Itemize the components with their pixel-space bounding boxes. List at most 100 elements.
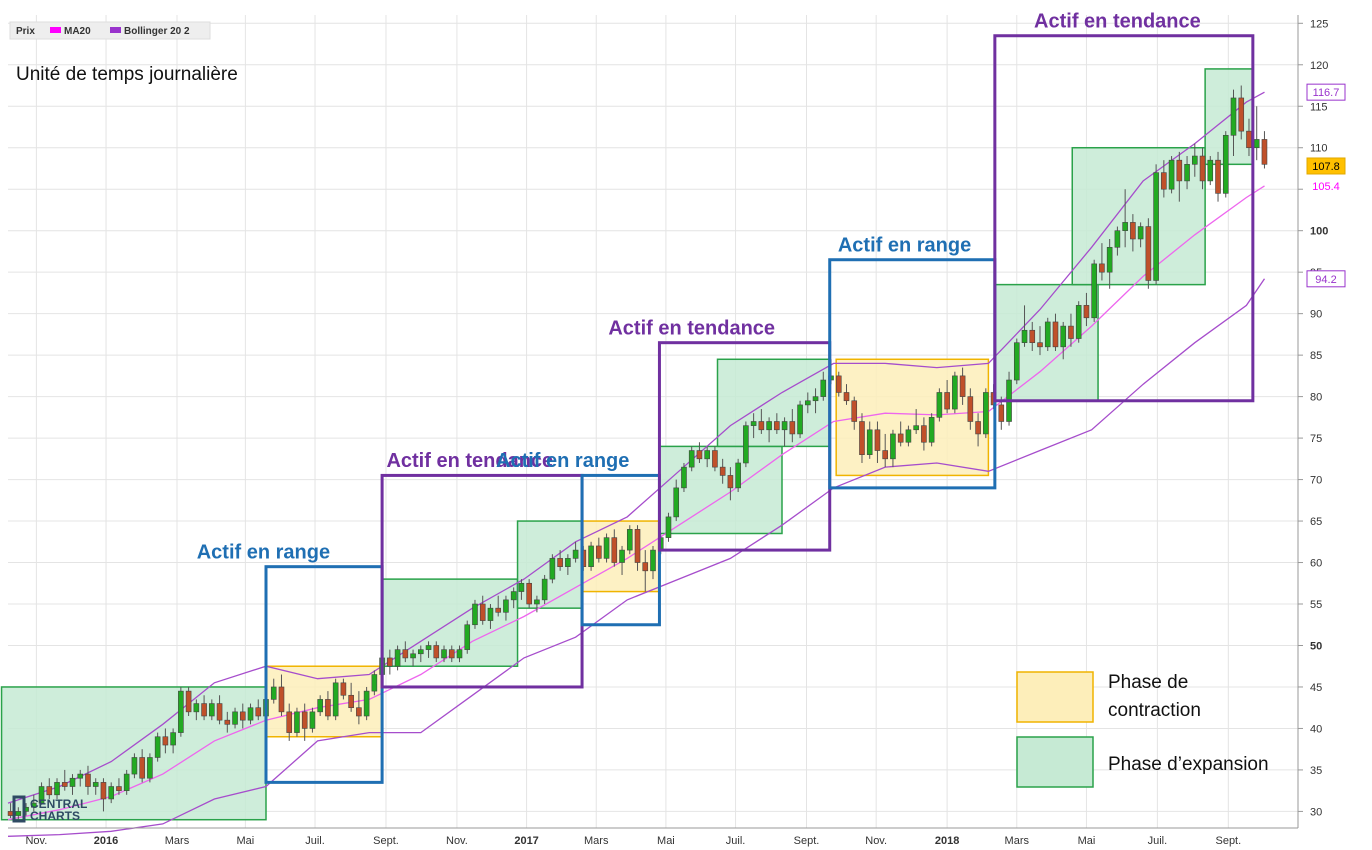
legend-swatch: [110, 27, 121, 33]
candle-body: [704, 450, 710, 460]
y-tick-label: 75: [1310, 433, 1322, 445]
candle: [340, 678, 347, 700]
top-legend: Prix MA20 Bollinger 20 2: [9, 21, 211, 40]
y-tick-label: 85: [1310, 350, 1322, 362]
candle: [356, 691, 362, 725]
candle-body: [162, 736, 169, 746]
y-tick-label: 50: [1310, 640, 1322, 652]
candle-body: [201, 703, 207, 717]
candle-body: [1192, 155, 1198, 165]
candle: [944, 380, 950, 414]
candle-body: [650, 549, 656, 572]
candle: [1037, 326, 1043, 356]
candle: [1145, 218, 1152, 289]
candle-body: [46, 786, 53, 796]
candle-body: [959, 375, 966, 397]
candle: [1192, 143, 1198, 177]
y-tick-label: 115: [1310, 101, 1328, 113]
candle: [255, 699, 262, 721]
candle-body: [1060, 325, 1067, 348]
candle: [1029, 321, 1036, 351]
candle-body: [1145, 226, 1152, 281]
candle: [619, 545, 625, 575]
candle: [1106, 238, 1113, 289]
candle: [843, 384, 850, 405]
candle-body: [983, 392, 989, 435]
candle: [30, 794, 37, 812]
candle-body: [712, 450, 718, 468]
candle: [15, 807, 22, 820]
candle-body: [890, 433, 896, 460]
candle: [572, 541, 579, 563]
candle-body: [518, 582, 525, 592]
candle: [1161, 160, 1167, 198]
candle-body: [100, 782, 107, 800]
candle: [534, 595, 540, 613]
candle: [61, 769, 68, 791]
candle-body: [309, 711, 316, 729]
candle: [193, 699, 200, 721]
candle: [317, 695, 323, 717]
candle-body: [634, 529, 641, 563]
candle-body: [61, 782, 68, 787]
candle: [510, 587, 517, 609]
candle-body: [456, 649, 463, 659]
candle-body: [897, 433, 904, 443]
candle: [913, 409, 919, 434]
candle: [69, 774, 76, 795]
y-tick-label: 45: [1310, 682, 1322, 694]
candle: [123, 769, 130, 795]
candle-body: [479, 603, 486, 621]
x-tick-label: Juil.: [305, 835, 325, 847]
candle: [1021, 305, 1028, 347]
candle: [116, 778, 122, 795]
candle-body: [317, 699, 323, 713]
candle-body: [534, 599, 540, 605]
candle: [1222, 131, 1229, 198]
logo-text: CHARTS: [30, 809, 80, 823]
candle: [851, 396, 858, 430]
legend-label: MA20: [64, 26, 91, 37]
candle-body: [526, 582, 532, 605]
bollinger-lower-line: [7, 278, 1266, 837]
candle: [1253, 106, 1260, 161]
candle: [959, 367, 966, 405]
candle: [603, 533, 610, 563]
candle-body: [239, 711, 246, 721]
candle-body: [541, 578, 548, 601]
candle-body: [348, 694, 354, 709]
candle-body: [727, 475, 734, 489]
candle: [688, 446, 695, 472]
legend-swatch: [50, 27, 61, 33]
candle: [921, 417, 927, 451]
candle: [348, 682, 354, 712]
candle-body: [1137, 226, 1144, 240]
candle-body: [185, 690, 192, 713]
candle-body: [394, 649, 401, 667]
candle: [758, 409, 765, 434]
candle-body: [596, 545, 602, 559]
candle-body: [1091, 263, 1097, 319]
candle: [433, 641, 440, 663]
candle: [797, 400, 803, 439]
candle-body: [1161, 172, 1167, 190]
candle-body: [758, 421, 765, 431]
candle-body: [417, 649, 424, 655]
legend-label: Prix: [16, 26, 35, 37]
y-tick-label: 35: [1310, 765, 1322, 777]
candle-body: [781, 421, 788, 431]
candle: [363, 686, 370, 721]
candle: [170, 728, 176, 754]
candle: [897, 421, 904, 447]
candle-body: [170, 732, 176, 746]
legend-label: Bollinger 20 2: [124, 26, 190, 37]
candle-body: [944, 392, 950, 410]
candle: [565, 554, 571, 575]
x-tick-label: Nov.: [446, 835, 468, 847]
candle: [1184, 156, 1190, 190]
ma20-line: [7, 185, 1265, 821]
candle-body: [719, 466, 726, 476]
candle: [201, 695, 207, 721]
x-tick-label: Mai: [1078, 835, 1096, 847]
last-value-labels: 116.7 107.8 105.4 94.2: [1306, 83, 1346, 288]
